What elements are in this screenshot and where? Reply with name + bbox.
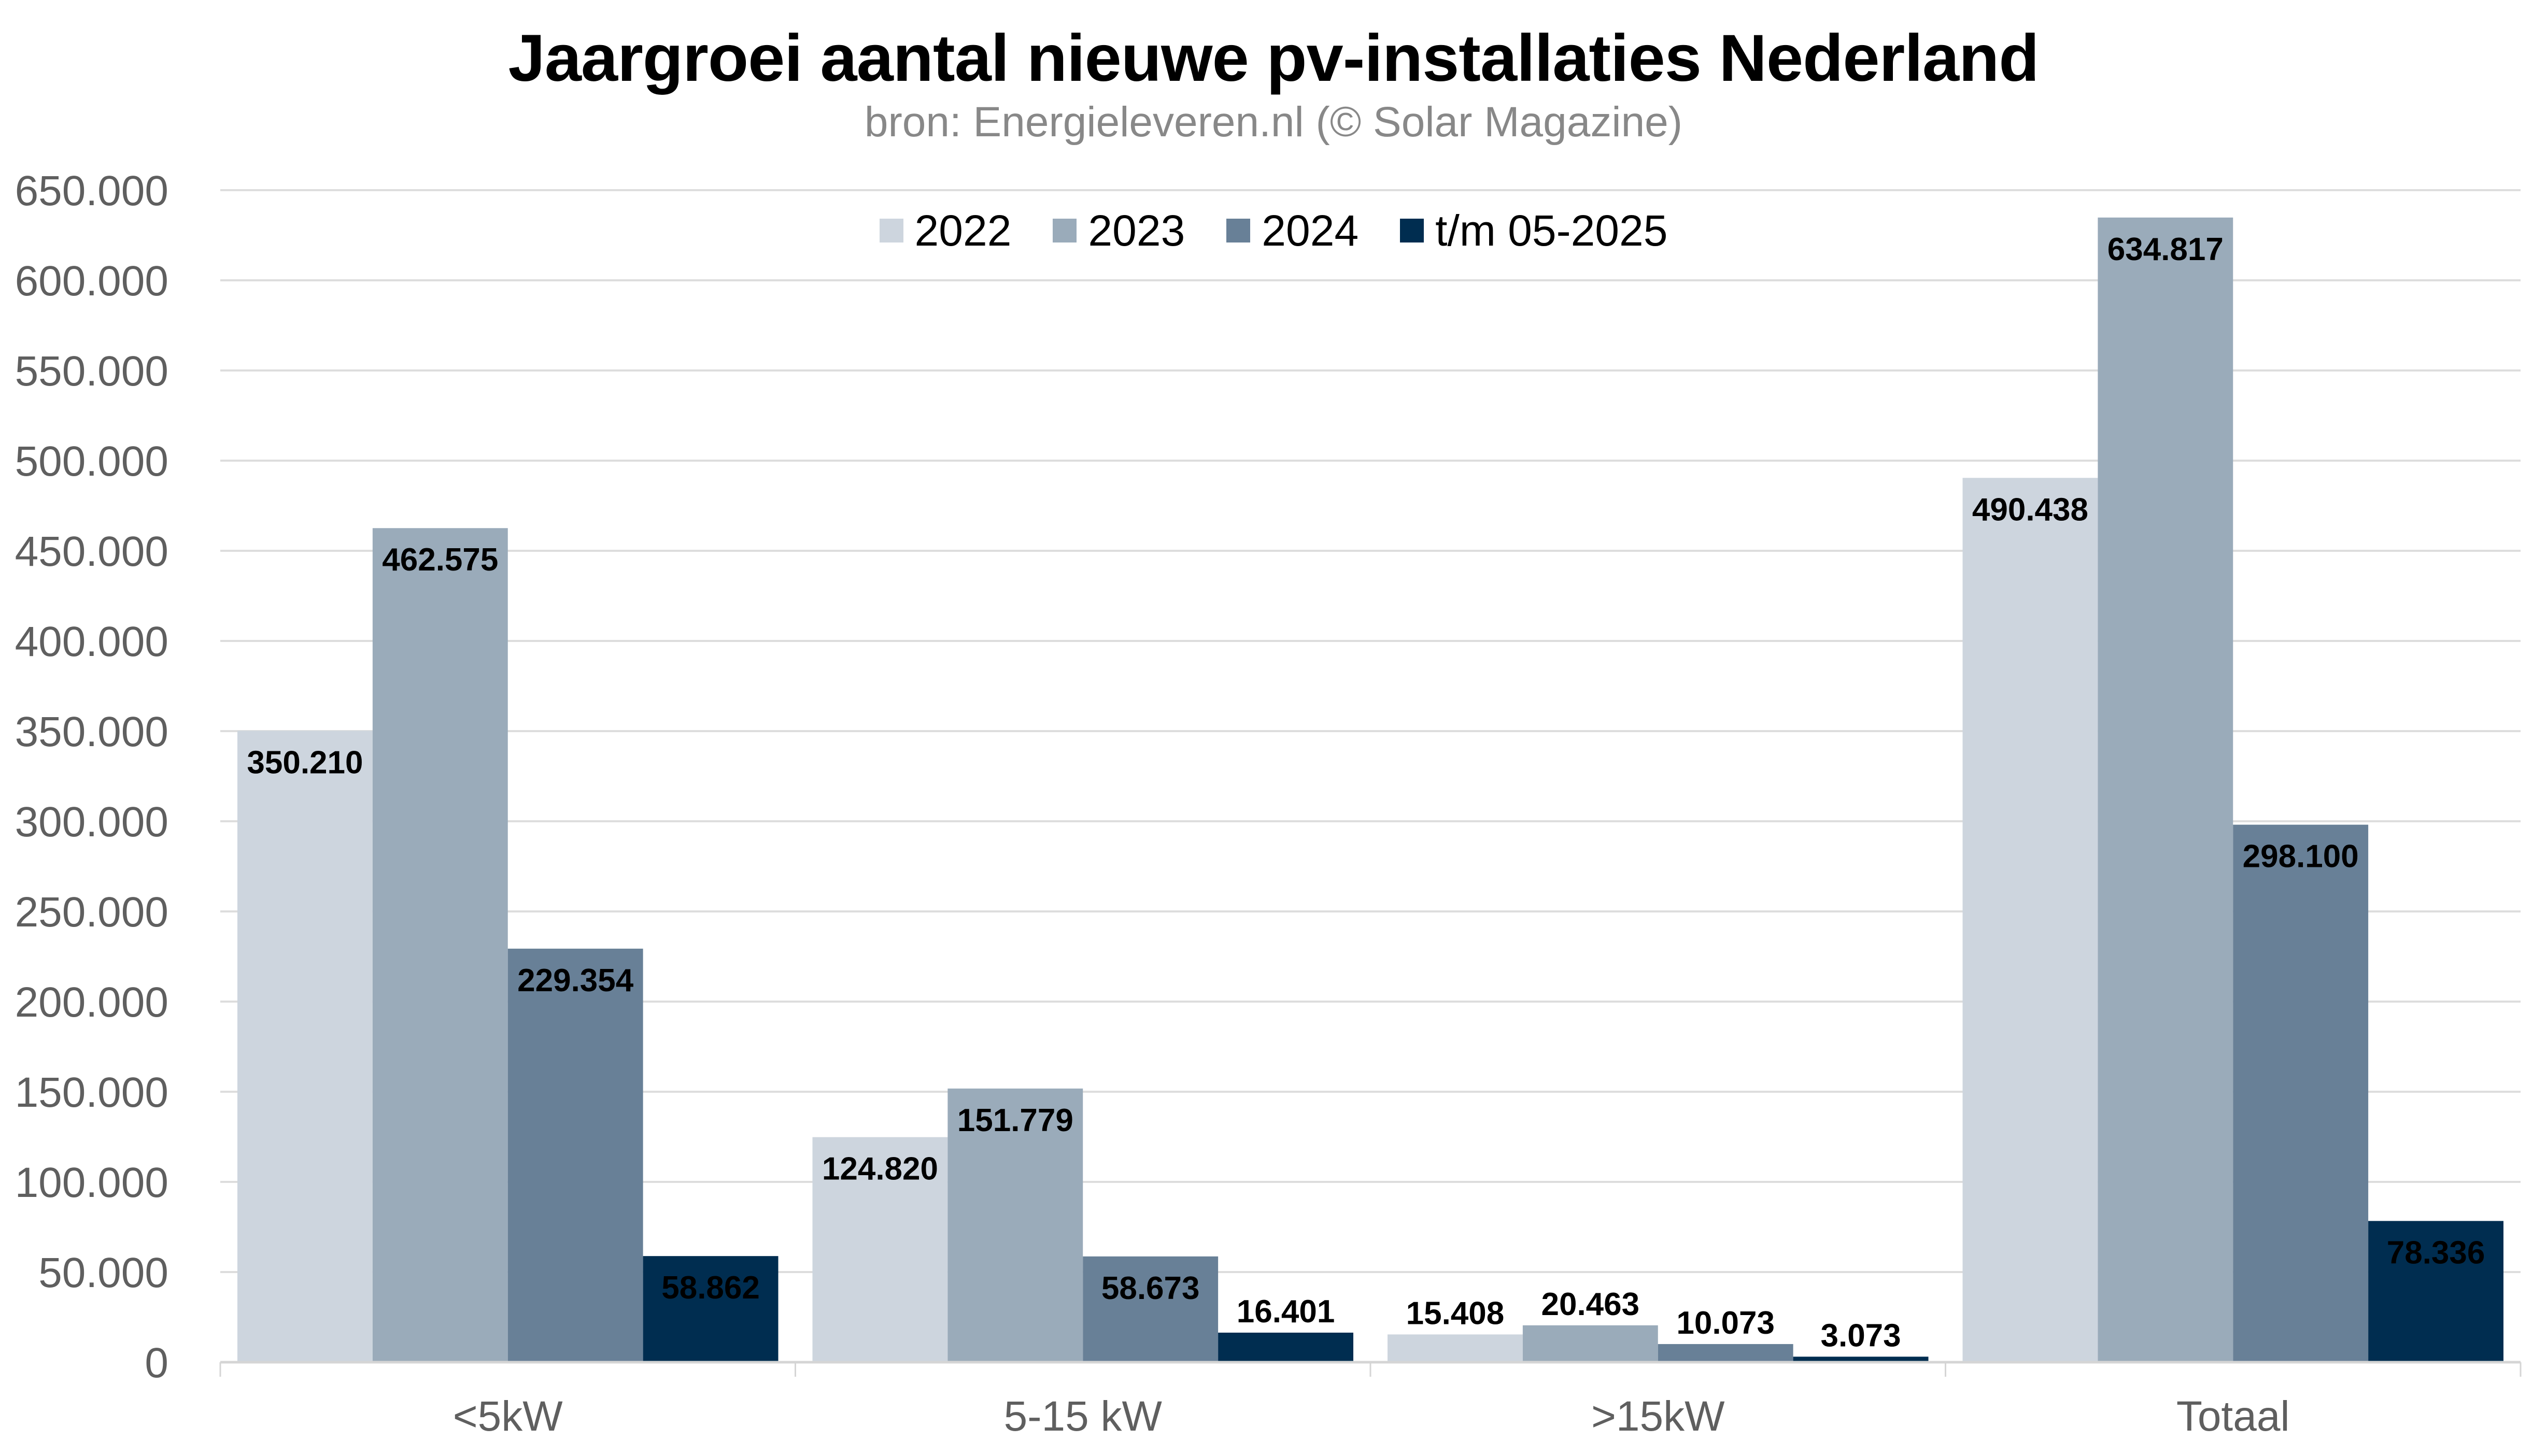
data-label: 634.817 bbox=[2107, 232, 2224, 267]
data-label: 20.463 bbox=[1541, 1287, 1639, 1322]
legend-item: 2022 bbox=[879, 206, 1012, 255]
data-label: 15.408 bbox=[1406, 1295, 1505, 1331]
data-label: 3.073 bbox=[1820, 1318, 1901, 1353]
bar-2024 bbox=[2233, 824, 2369, 1362]
data-label: 350.210 bbox=[247, 745, 363, 780]
bar-2024 bbox=[507, 948, 643, 1362]
legend-label: t/m 05-2025 bbox=[1435, 206, 1668, 255]
x-category-label: Totaal bbox=[2176, 1393, 2290, 1440]
data-label: 10.073 bbox=[1676, 1305, 1775, 1341]
legend-swatch-icon bbox=[1400, 219, 1424, 242]
bar-2024 bbox=[1083, 1256, 1219, 1362]
data-label: 78.336 bbox=[2387, 1235, 2485, 1271]
bar-2022 bbox=[237, 731, 373, 1362]
bar-2022 bbox=[1388, 1334, 1523, 1362]
y-tick-label: 200.000 bbox=[15, 979, 168, 1026]
bar-2024 bbox=[1658, 1344, 1793, 1362]
y-tick-label: 250.000 bbox=[15, 889, 168, 936]
bar-2023 bbox=[947, 1088, 1083, 1362]
legend-swatch-icon bbox=[1053, 219, 1077, 242]
bar-2023 bbox=[1522, 1325, 1658, 1362]
y-tick-label: 450.000 bbox=[15, 528, 168, 575]
bar-t-m-05-2025 bbox=[2368, 1221, 2503, 1362]
y-tick-label: 600.000 bbox=[15, 258, 168, 305]
y-tick-label: 400.000 bbox=[15, 618, 168, 665]
data-labels: 350.210 124.820 15.408 490.438 462.575 151.77… bbox=[247, 232, 2485, 1353]
chart-title: Jaargroei aantal nieuwe pv-installaties … bbox=[508, 21, 2040, 95]
y-tick-label: 500.000 bbox=[15, 438, 168, 485]
data-label: 490.438 bbox=[1972, 492, 2088, 527]
data-label: 58.673 bbox=[1101, 1271, 1200, 1306]
legend: 2022 2023 2024 t/m 05-2025 bbox=[0, 207, 2547, 254]
data-label: 124.820 bbox=[822, 1151, 938, 1187]
legend-label: 2022 bbox=[914, 206, 1012, 255]
bar-2023 bbox=[2098, 217, 2233, 1362]
legend-swatch-icon bbox=[879, 219, 903, 242]
bar-t-m-05-2025 bbox=[1793, 1357, 1929, 1362]
y-tick-label: 0 bbox=[145, 1339, 168, 1387]
x-category-label: >15kW bbox=[1591, 1393, 1725, 1440]
y-tick-label: 550.000 bbox=[15, 348, 168, 395]
bars bbox=[237, 217, 2503, 1362]
data-label: 229.354 bbox=[517, 963, 634, 998]
data-label: 151.779 bbox=[957, 1103, 1073, 1138]
bar-t-m-05-2025 bbox=[643, 1256, 779, 1362]
bar-t-m-05-2025 bbox=[1218, 1332, 1353, 1362]
legend-label: 2023 bbox=[1088, 206, 1185, 255]
y-tick-label: 150.000 bbox=[15, 1069, 168, 1116]
data-label: 16.401 bbox=[1237, 1294, 1335, 1330]
legend-swatch-icon bbox=[1226, 219, 1251, 242]
x-category-label: 5-15 kW bbox=[1004, 1393, 1163, 1440]
legend-item: 2023 bbox=[1053, 207, 1185, 254]
legend-item: 2024 bbox=[1226, 207, 1359, 254]
legend-label: 2024 bbox=[1262, 206, 1359, 255]
legend-item: t/m 05-2025 bbox=[1400, 207, 1667, 254]
y-tick-label: 50.000 bbox=[38, 1249, 168, 1296]
data-label: 58.862 bbox=[661, 1270, 760, 1306]
data-label: 298.100 bbox=[2243, 839, 2359, 875]
y-tick-label: 350.000 bbox=[15, 708, 168, 755]
y-tick-label: 100.000 bbox=[15, 1159, 168, 1206]
x-axis: <5kW 5-15 kW >15kW Totaal bbox=[219, 1361, 2522, 1440]
y-axis: 0 50.000 100.000 150.000 200.000 250.000 300.0… bbox=[15, 167, 168, 1387]
bar-2023 bbox=[372, 528, 508, 1362]
chart-subtitle: bron: Energieleveren.nl (© Solar Magazin… bbox=[864, 98, 1683, 146]
bar-2022 bbox=[812, 1137, 948, 1362]
x-category-label: <5kW bbox=[453, 1393, 563, 1440]
y-tick-label: 300.000 bbox=[15, 798, 168, 846]
data-label: 462.575 bbox=[382, 542, 498, 578]
y-tick-label: 650.000 bbox=[15, 167, 168, 215]
bar-2022 bbox=[1962, 478, 2098, 1362]
